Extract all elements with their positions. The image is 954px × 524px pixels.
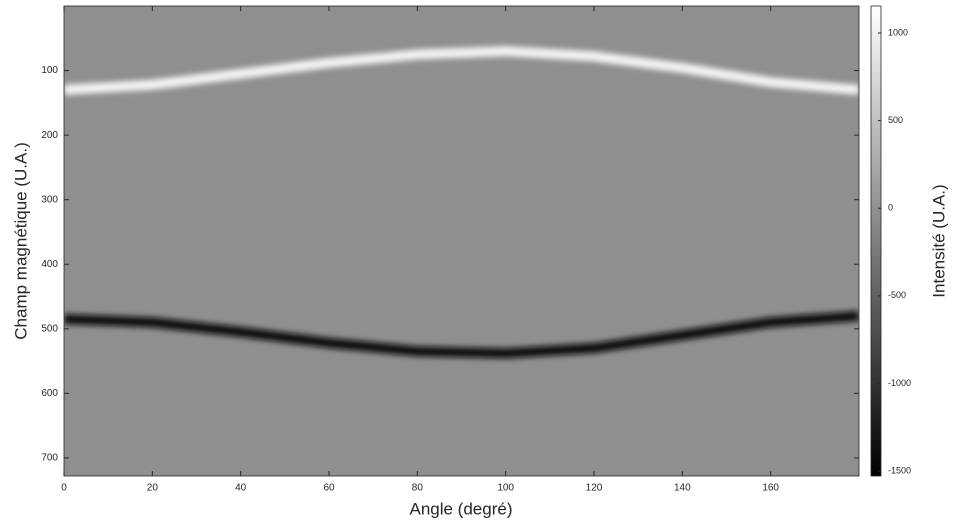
colorbar-tick-label: -1500 <box>888 465 911 475</box>
y-tick-label: 100 <box>41 65 58 76</box>
heatmap-background <box>64 6 859 476</box>
colorbar-tick-label: 500 <box>888 115 903 125</box>
y-tick-label: 400 <box>41 259 58 270</box>
colorbar-tick-label: -1000 <box>888 378 911 388</box>
colorbar-tick-label: 0 <box>888 203 893 213</box>
y-tick-label: 200 <box>41 130 58 141</box>
ridge-line <box>64 46 859 95</box>
y-tick-label: 300 <box>41 194 58 205</box>
y-tick-label: 500 <box>41 323 58 334</box>
colorbar-label: Intensité (U.A.) <box>929 184 948 297</box>
y-tick-label: 600 <box>41 388 58 399</box>
x-axis-label: Angle (degré) <box>409 499 512 518</box>
x-tick-label: 20 <box>147 483 159 494</box>
colorbar-tick-label: -500 <box>888 290 906 300</box>
colorbar-tick-label: 1000 <box>888 27 908 37</box>
ridge-line <box>64 310 859 359</box>
colorbar <box>870 5 882 477</box>
x-tick-label: 60 <box>323 483 335 494</box>
x-tick-label: 0 <box>61 483 67 494</box>
x-tick-label: 160 <box>762 483 779 494</box>
x-tick-label: 100 <box>497 483 514 494</box>
x-tick-label: 140 <box>674 483 691 494</box>
x-tick-label: 40 <box>235 483 247 494</box>
x-tick-label: 120 <box>586 483 603 494</box>
x-tick-label: 80 <box>412 483 424 494</box>
heatmap-features <box>64 46 859 359</box>
y-tick-label: 700 <box>41 453 58 464</box>
y-axis-label: Champ magnétique (U.A.) <box>11 142 30 339</box>
plot-frame <box>63 5 860 477</box>
